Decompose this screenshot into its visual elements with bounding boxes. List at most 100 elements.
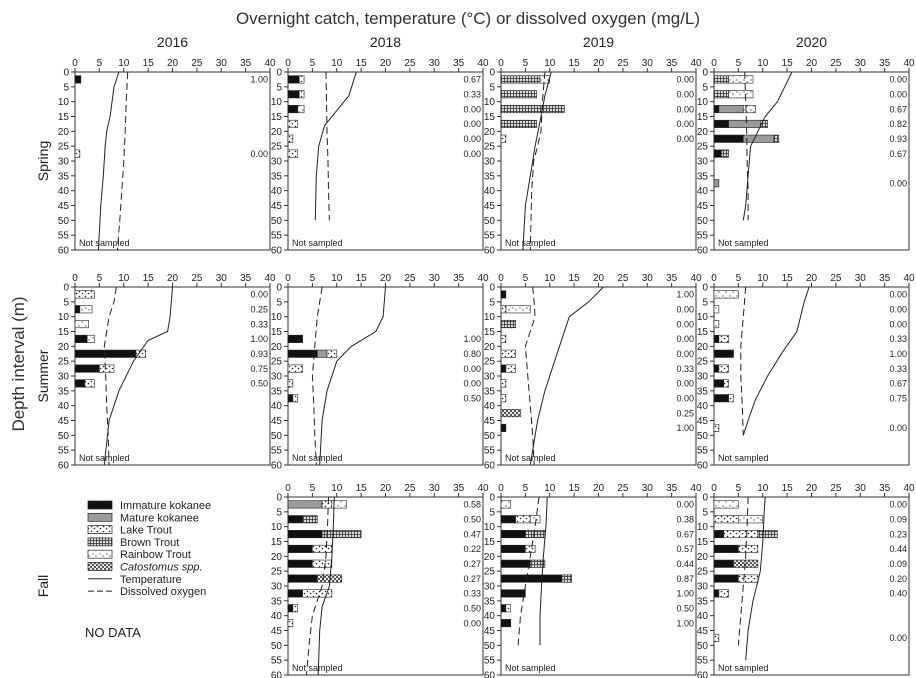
bar-segment-cato (500, 409, 521, 418)
y-tick-label: 40 (58, 401, 70, 412)
legend-label-lake: Lake Trout (120, 525, 172, 537)
x-tick-label: 40 (264, 273, 276, 284)
y-tick-label: 25 (58, 142, 70, 153)
ratio-label: 0.00 (676, 500, 694, 510)
bar-segment-lake (287, 134, 294, 143)
y-tick-label: 20 (697, 127, 709, 138)
legend-label-temp: Temperature (120, 574, 182, 586)
ratio-label: 0.20 (889, 574, 907, 584)
bar-segment-imm (500, 364, 507, 373)
bar-segment-brown (713, 90, 729, 99)
ratio-label: 0.00 (889, 633, 907, 643)
bar-segment-mat (742, 134, 775, 143)
bar-segment-lake (287, 379, 294, 388)
x-tick-label: 0 (285, 483, 291, 494)
x-tick-label: 35 (879, 273, 891, 284)
y-tick-label: 55 (58, 446, 70, 457)
bar-segment-imm (500, 290, 507, 299)
y-tick-label: 0 (702, 68, 708, 79)
y-tick-label: 55 (697, 656, 709, 667)
ratio-label: 0.00 (889, 89, 907, 99)
bar-segment-rainbow (713, 500, 739, 509)
ratio-label: 0.50 (676, 603, 694, 613)
bar-segment-lake (292, 604, 299, 613)
y-tick-label: 0 (702, 283, 708, 294)
y-tick-label: 20 (484, 342, 496, 353)
ratio-label: 0.25 (250, 304, 268, 314)
y-tick-label: 10 (484, 97, 496, 108)
ratio-label: 1.00 (676, 618, 694, 628)
x-tick-label: 5 (736, 273, 742, 284)
y-tick-label: 55 (484, 656, 496, 667)
x-tick-label: 5 (310, 273, 316, 284)
temperature-line (317, 496, 335, 676)
x-tick-label: 0 (498, 273, 504, 284)
x-tick-label: 20 (167, 273, 179, 284)
y-tick-label: 50 (484, 431, 496, 442)
panel-summer-2020: 0 5 10 15 20 25 30 35 40 0 5 10 15 20 25 30 35 40 45 50 55 60… (697, 273, 915, 472)
bar-segment-lake (713, 633, 720, 642)
legend-swatch-cato (87, 562, 113, 571)
ratio-label: 0.50 (463, 514, 481, 524)
y-tick-label: 55 (697, 446, 709, 457)
bar-segment-imm (287, 90, 300, 99)
x-tick-label: 0 (711, 483, 717, 494)
ratio-label: 0.00 (250, 149, 268, 159)
y-tick-label: 0 (489, 283, 495, 294)
x-tick-label: 5 (523, 273, 529, 284)
x-tick-label: 35 (666, 273, 678, 284)
y-tick-label: 5 (489, 297, 495, 308)
x-tick-label: 0 (72, 58, 78, 69)
y-tick-label: 15 (58, 327, 70, 338)
y-tick-label: 10 (271, 312, 283, 323)
y-tick-label: 40 (484, 401, 496, 412)
bar-segment-imm (287, 75, 300, 84)
bar-segment-lake (723, 379, 729, 388)
y-tick-label: 25 (697, 567, 709, 578)
y-tick-label: 30 (697, 372, 709, 383)
ratio-label: 0.00 (889, 319, 907, 329)
y-tick-label: 50 (58, 216, 70, 227)
dissolved-oxygen-line (740, 286, 747, 436)
y-tick-label: 20 (58, 342, 70, 353)
year-label-2018: 2018 (370, 34, 401, 50)
not-sampled-label: Not sampled (292, 453, 343, 463)
bar-segment-imm (287, 530, 323, 539)
bar-segment-brown (321, 530, 362, 539)
panel-spring-2020: 0 5 10 15 20 25 30 35 40 0 5 10 15 20 25 30 35 40 45 50 55 60… (697, 58, 915, 257)
figure-title: Overnight catch, temperature (°C) or dis… (236, 9, 700, 28)
y-tick-label: 10 (484, 312, 496, 323)
y-tick-label: 25 (484, 142, 496, 153)
ratio-label: 0.00 (676, 379, 694, 389)
ratio-label: 1.00 (676, 423, 694, 433)
ratio-label: 0.67 (676, 529, 694, 539)
y-tick-label: 15 (271, 112, 283, 123)
legend-label-mat: Mature kokanee (120, 512, 199, 524)
x-tick-label: 0 (711, 58, 717, 69)
y-tick-label: 40 (697, 186, 709, 197)
year-label-2020: 2020 (796, 34, 827, 50)
y-tick-label: 5 (276, 297, 282, 308)
panel-summer-2016: 0 5 10 15 20 25 30 35 40 0 5 10 15 20 25 30 35 40 45 50 55 60… (58, 273, 276, 472)
ratio-label: 0.00 (676, 304, 694, 314)
ratio-label: 0.67 (889, 379, 907, 389)
x-tick-label: 0 (285, 58, 291, 69)
x-tick-label: 0 (72, 273, 78, 284)
ratio-label: 0.00 (463, 134, 481, 144)
ratio-label: 0.67 (889, 149, 907, 159)
x-tick-label: 30 (642, 58, 654, 69)
ratio-label: 0.00 (676, 75, 694, 85)
legend-item-do: Dissolved oxygen (88, 586, 206, 598)
ratio-label: 1.00 (250, 334, 268, 344)
ratio-label: 0.33 (463, 89, 481, 99)
x-tick-label: 15 (569, 58, 581, 69)
y-tick-label: 25 (697, 357, 709, 368)
x-tick-label: 25 (404, 58, 416, 69)
not-sampled-label: Not sampled (292, 238, 343, 248)
x-tick-label: 40 (690, 483, 702, 494)
bar-segment-lake (500, 349, 516, 358)
x-tick-label: 35 (453, 483, 465, 494)
y-tick-label: 50 (697, 216, 709, 227)
y-tick-label: 0 (63, 68, 69, 79)
ratio-label: 0.00 (463, 379, 481, 389)
